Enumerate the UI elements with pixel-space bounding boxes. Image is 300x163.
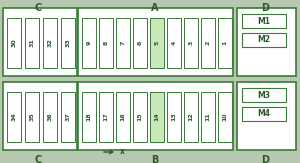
Text: 7: 7 xyxy=(121,41,125,45)
Bar xyxy=(218,92,232,142)
Bar xyxy=(99,92,113,142)
Bar xyxy=(78,8,233,76)
Bar xyxy=(61,18,75,68)
Text: 33: 33 xyxy=(65,39,70,47)
Text: 30: 30 xyxy=(11,39,16,47)
Text: 4: 4 xyxy=(172,41,176,45)
Text: 34: 34 xyxy=(11,113,16,121)
Bar xyxy=(82,18,96,68)
Bar xyxy=(61,92,75,142)
Bar xyxy=(150,18,164,68)
Bar xyxy=(7,18,21,68)
Text: 3: 3 xyxy=(188,41,194,45)
Text: 18: 18 xyxy=(86,113,92,121)
Text: 31: 31 xyxy=(29,39,34,47)
Bar xyxy=(218,18,232,68)
Bar xyxy=(116,18,130,68)
Text: D: D xyxy=(261,3,269,13)
Text: 36: 36 xyxy=(47,113,52,121)
Text: 1: 1 xyxy=(223,41,227,45)
Text: 12: 12 xyxy=(188,113,194,121)
Bar xyxy=(167,92,181,142)
Text: C: C xyxy=(34,155,42,163)
Text: M3: M3 xyxy=(257,90,271,99)
Bar xyxy=(43,92,57,142)
Bar xyxy=(133,18,147,68)
Bar xyxy=(99,18,113,68)
Text: 37: 37 xyxy=(65,113,70,121)
Bar xyxy=(7,92,21,142)
Text: 16: 16 xyxy=(121,113,125,121)
Text: C: C xyxy=(34,3,42,13)
Text: M4: M4 xyxy=(257,110,271,119)
Bar xyxy=(150,92,164,142)
Bar xyxy=(167,18,181,68)
Text: 8: 8 xyxy=(103,41,109,45)
Text: 13: 13 xyxy=(172,113,176,121)
Bar xyxy=(78,82,233,150)
Text: M2: M2 xyxy=(257,36,271,44)
Bar xyxy=(242,33,286,47)
Bar xyxy=(184,92,198,142)
Bar xyxy=(3,8,77,76)
Text: 14: 14 xyxy=(154,113,160,121)
Bar xyxy=(43,18,57,68)
Bar xyxy=(237,82,296,150)
Text: M1: M1 xyxy=(257,16,271,25)
Text: x: x xyxy=(120,148,125,156)
Bar xyxy=(201,92,215,142)
Text: D: D xyxy=(261,155,269,163)
Text: 35: 35 xyxy=(29,113,34,121)
Bar xyxy=(116,92,130,142)
Bar xyxy=(82,92,96,142)
Text: 15: 15 xyxy=(137,113,142,121)
Bar xyxy=(184,18,198,68)
Text: B: B xyxy=(151,155,159,163)
Bar xyxy=(25,92,39,142)
Bar xyxy=(25,18,39,68)
Text: 9: 9 xyxy=(86,41,92,45)
Bar xyxy=(242,14,286,28)
Text: 5: 5 xyxy=(154,41,160,45)
Text: A: A xyxy=(151,3,159,13)
Text: 2: 2 xyxy=(206,41,211,45)
Bar xyxy=(201,18,215,68)
Text: 11: 11 xyxy=(206,113,211,121)
Text: 6: 6 xyxy=(137,41,142,45)
Bar xyxy=(237,8,296,76)
Bar xyxy=(133,92,147,142)
Bar xyxy=(3,82,77,150)
Bar xyxy=(242,88,286,102)
Bar xyxy=(242,107,286,121)
Text: 10: 10 xyxy=(223,113,227,121)
Text: 17: 17 xyxy=(103,113,109,121)
Text: 32: 32 xyxy=(47,39,52,47)
